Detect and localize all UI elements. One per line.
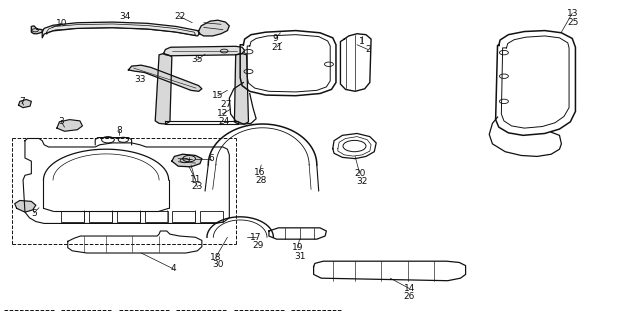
Text: 34: 34 <box>120 12 131 21</box>
Polygon shape <box>164 46 244 56</box>
Text: 35: 35 <box>191 55 203 64</box>
Text: 28: 28 <box>255 176 267 185</box>
Text: 15: 15 <box>212 91 223 100</box>
Text: 11: 11 <box>189 175 201 184</box>
Text: 10: 10 <box>56 19 67 28</box>
Text: 33: 33 <box>134 76 146 84</box>
Text: 32: 32 <box>356 177 367 186</box>
Text: 30: 30 <box>212 260 223 270</box>
Text: 25: 25 <box>568 18 579 27</box>
Bar <box>145 211 168 222</box>
Bar <box>117 211 140 222</box>
Text: 24: 24 <box>219 117 230 126</box>
Text: 6: 6 <box>209 154 214 163</box>
Text: 8: 8 <box>116 126 122 135</box>
Text: 31: 31 <box>294 252 305 261</box>
Text: 13: 13 <box>566 9 578 18</box>
Polygon shape <box>57 120 83 131</box>
Polygon shape <box>198 20 229 36</box>
Text: 21: 21 <box>271 43 282 52</box>
Text: 16: 16 <box>253 168 265 177</box>
Text: 17: 17 <box>250 233 262 242</box>
Text: 14: 14 <box>404 284 415 293</box>
Polygon shape <box>15 200 36 212</box>
Text: 4: 4 <box>170 264 176 273</box>
Text: 27: 27 <box>220 100 232 109</box>
Text: 3: 3 <box>58 117 64 126</box>
Bar <box>61 211 84 222</box>
Bar <box>200 211 223 222</box>
Polygon shape <box>156 53 172 124</box>
Text: 22: 22 <box>174 12 185 21</box>
Text: 29: 29 <box>252 241 264 250</box>
Text: 19: 19 <box>292 243 303 252</box>
Text: 18: 18 <box>210 252 221 262</box>
Text: 26: 26 <box>404 292 415 301</box>
Polygon shape <box>172 154 202 167</box>
Bar <box>172 211 195 222</box>
Text: 12: 12 <box>216 109 228 118</box>
Text: 7: 7 <box>19 97 25 106</box>
Text: 20: 20 <box>354 169 365 178</box>
Polygon shape <box>42 22 200 38</box>
Text: 2: 2 <box>365 45 371 54</box>
Bar <box>89 211 112 222</box>
Text: 23: 23 <box>192 182 203 191</box>
Text: 1: 1 <box>358 37 364 46</box>
Polygon shape <box>234 53 248 124</box>
Polygon shape <box>19 100 31 108</box>
Text: 5: 5 <box>31 209 36 217</box>
Polygon shape <box>31 26 42 34</box>
Polygon shape <box>129 65 202 91</box>
Text: 9: 9 <box>273 34 278 43</box>
